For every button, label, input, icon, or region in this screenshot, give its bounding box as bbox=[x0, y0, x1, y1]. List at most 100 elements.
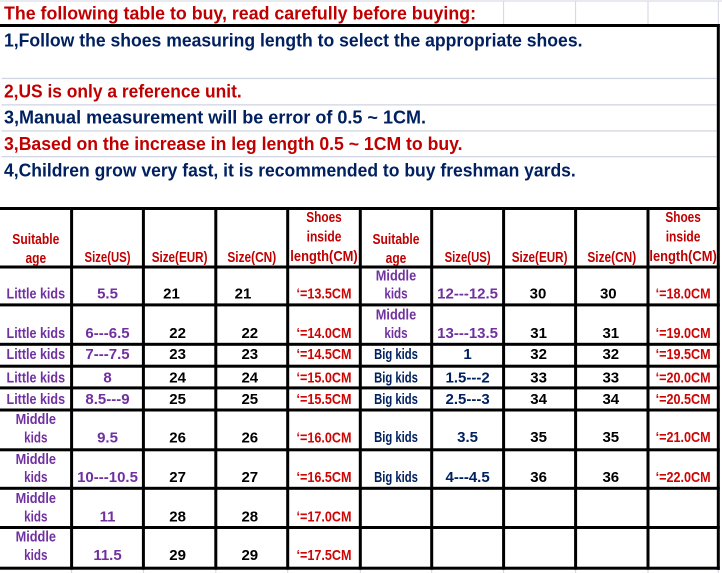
svg-text:26: 26 bbox=[241, 430, 258, 447]
svg-text:Little kids: Little kids bbox=[7, 346, 66, 363]
svg-text:inside: inside bbox=[307, 229, 342, 246]
svg-text:26: 26 bbox=[169, 430, 186, 447]
svg-text:Size(EUR): Size(EUR) bbox=[512, 249, 568, 266]
svg-text:‘=19.5CM: ‘=19.5CM bbox=[656, 346, 711, 363]
svg-text:29: 29 bbox=[169, 547, 186, 564]
svg-text:Middle: Middle bbox=[16, 490, 56, 507]
svg-text:2,US is only a reference unit.: 2,US is only a reference unit. bbox=[4, 81, 242, 102]
svg-text:6---6.5: 6---6.5 bbox=[85, 325, 129, 342]
svg-text:‘=16.5CM: ‘=16.5CM bbox=[297, 469, 352, 486]
svg-text:Suitable: Suitable bbox=[12, 231, 59, 248]
svg-text:10---10.5: 10---10.5 bbox=[77, 469, 138, 486]
svg-text:21: 21 bbox=[163, 286, 180, 303]
svg-text:35: 35 bbox=[602, 429, 619, 446]
svg-text:27: 27 bbox=[241, 469, 258, 486]
svg-text:27: 27 bbox=[169, 469, 186, 486]
svg-text:Size(CN): Size(CN) bbox=[587, 249, 636, 266]
svg-text:21: 21 bbox=[235, 286, 252, 303]
svg-text:5.5: 5.5 bbox=[97, 286, 118, 303]
svg-text:31: 31 bbox=[530, 325, 547, 342]
svg-text:23: 23 bbox=[241, 346, 258, 363]
svg-text:24: 24 bbox=[241, 369, 258, 386]
svg-text:9.5: 9.5 bbox=[97, 430, 118, 447]
svg-text:kids: kids bbox=[384, 325, 407, 342]
svg-text:25: 25 bbox=[241, 391, 258, 408]
svg-text:kids: kids bbox=[24, 508, 47, 525]
svg-text:‘=20.0CM: ‘=20.0CM bbox=[656, 369, 711, 386]
svg-text:4,Children grow very fast, it: 4,Children grow very fast, it is recomme… bbox=[4, 160, 576, 181]
svg-text:Little kids: Little kids bbox=[7, 391, 66, 408]
svg-text:22: 22 bbox=[169, 325, 186, 342]
svg-text:Size(US): Size(US) bbox=[85, 249, 131, 266]
svg-text:28: 28 bbox=[241, 508, 258, 525]
svg-text:7---7.5: 7---7.5 bbox=[85, 346, 129, 363]
svg-text:23: 23 bbox=[169, 346, 186, 363]
svg-text:13---13.5: 13---13.5 bbox=[437, 325, 498, 342]
svg-text:‘=15.5CM: ‘=15.5CM bbox=[297, 391, 352, 408]
svg-text:Middle: Middle bbox=[16, 451, 56, 468]
svg-text:Size(CN): Size(CN) bbox=[227, 249, 276, 266]
svg-text:32: 32 bbox=[530, 346, 547, 363]
svg-text:29: 29 bbox=[241, 547, 258, 564]
svg-text:36: 36 bbox=[530, 469, 547, 486]
svg-text:3,Manual measurement will be e: 3,Manual measurement will be error of 0.… bbox=[4, 107, 426, 128]
svg-text:25: 25 bbox=[169, 391, 186, 408]
svg-text:‘=21.0CM: ‘=21.0CM bbox=[656, 429, 711, 446]
svg-text:‘=17.0CM: ‘=17.0CM bbox=[297, 508, 352, 525]
svg-text:Suitable: Suitable bbox=[373, 231, 420, 248]
svg-text:35: 35 bbox=[530, 429, 547, 446]
svg-text:28: 28 bbox=[169, 508, 186, 525]
svg-text:12---12.5: 12---12.5 bbox=[437, 286, 498, 303]
svg-text:Big kids: Big kids bbox=[374, 469, 418, 486]
svg-text:inside: inside bbox=[666, 229, 701, 246]
svg-text:11.5: 11.5 bbox=[93, 547, 121, 564]
svg-text:‘=14.0CM: ‘=14.0CM bbox=[297, 325, 352, 342]
svg-text:Shoes: Shoes bbox=[306, 209, 342, 226]
svg-text:‘=15.0CM: ‘=15.0CM bbox=[297, 369, 352, 386]
svg-text:length(CM): length(CM) bbox=[290, 248, 357, 265]
svg-text:‘=20.5CM: ‘=20.5CM bbox=[656, 391, 711, 408]
svg-text:36: 36 bbox=[602, 469, 619, 486]
svg-text:kids: kids bbox=[24, 469, 47, 486]
svg-text:Middle: Middle bbox=[376, 268, 416, 285]
svg-text:Size(EUR): Size(EUR) bbox=[152, 249, 208, 266]
svg-text:24: 24 bbox=[169, 369, 186, 386]
svg-text:8.5---9: 8.5---9 bbox=[85, 391, 129, 408]
svg-text:age: age bbox=[25, 250, 46, 267]
svg-text:‘=16.0CM: ‘=16.0CM bbox=[297, 430, 352, 447]
svg-text:Big kids: Big kids bbox=[374, 369, 418, 386]
svg-text:kids: kids bbox=[384, 286, 407, 303]
svg-text:‘=18.0CM: ‘=18.0CM bbox=[656, 286, 711, 303]
svg-text:Big kids: Big kids bbox=[374, 429, 418, 446]
svg-text:30: 30 bbox=[530, 286, 547, 303]
svg-text:Middle: Middle bbox=[16, 411, 56, 428]
svg-text:Big kids: Big kids bbox=[374, 391, 418, 408]
svg-text:The following table to buy, re: The following table to buy, read careful… bbox=[4, 3, 476, 24]
svg-text:34: 34 bbox=[530, 391, 547, 408]
svg-text:1,Follow the shoes measuring l: 1,Follow the shoes measuring length to s… bbox=[4, 29, 583, 50]
svg-text:33: 33 bbox=[530, 369, 547, 386]
svg-text:Middle: Middle bbox=[376, 307, 416, 324]
svg-text:Little kids: Little kids bbox=[7, 286, 66, 303]
svg-text:age: age bbox=[386, 250, 407, 267]
svg-text:31: 31 bbox=[602, 325, 619, 342]
svg-text:3,Based on the increase in leg: 3,Based on the increase in leg length 0.… bbox=[4, 133, 463, 154]
svg-text:Middle: Middle bbox=[16, 529, 56, 546]
svg-text:kids: kids bbox=[24, 430, 47, 447]
svg-text:4---4.5: 4---4.5 bbox=[446, 469, 490, 486]
svg-text:length(CM): length(CM) bbox=[649, 248, 716, 265]
svg-text:1: 1 bbox=[463, 346, 471, 363]
svg-text:kids: kids bbox=[24, 547, 47, 564]
svg-text:‘=22.0CM: ‘=22.0CM bbox=[656, 469, 711, 486]
svg-text:‘=14.5CM: ‘=14.5CM bbox=[297, 346, 352, 363]
svg-text:Little kids: Little kids bbox=[7, 325, 66, 342]
svg-text:Little kids: Little kids bbox=[7, 369, 66, 386]
svg-text:22: 22 bbox=[241, 325, 258, 342]
svg-text:‘=17.5CM: ‘=17.5CM bbox=[297, 547, 352, 564]
svg-text:11: 11 bbox=[100, 508, 116, 525]
svg-text:‘=19.0CM: ‘=19.0CM bbox=[656, 325, 711, 342]
svg-text:‘=13.5CM: ‘=13.5CM bbox=[297, 286, 352, 303]
svg-text:2.5---3: 2.5---3 bbox=[446, 391, 490, 408]
svg-text:8: 8 bbox=[103, 369, 111, 386]
svg-text:Big kids: Big kids bbox=[374, 346, 418, 363]
